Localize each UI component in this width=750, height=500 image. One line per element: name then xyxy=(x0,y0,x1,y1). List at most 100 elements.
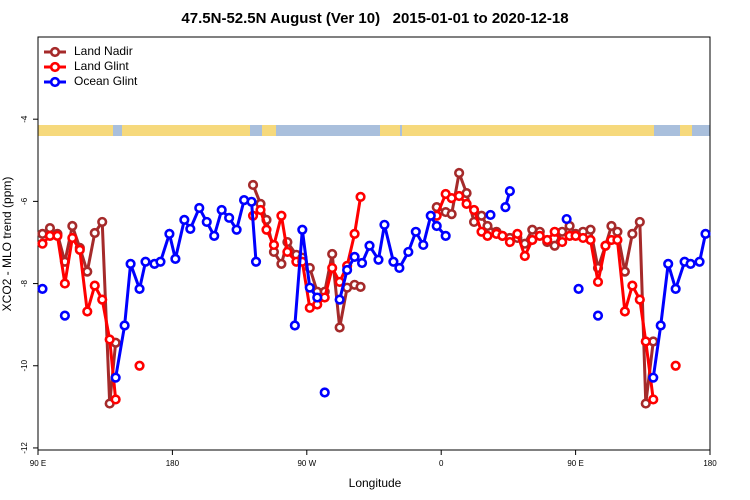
data-point xyxy=(110,372,121,383)
data-point xyxy=(425,210,436,221)
data-point xyxy=(364,240,375,251)
data-point xyxy=(231,224,242,235)
data-point xyxy=(573,283,584,295)
data-point xyxy=(648,394,659,405)
data-point xyxy=(104,334,115,345)
data-point xyxy=(627,280,638,291)
data-point xyxy=(482,220,493,232)
data-point xyxy=(44,222,56,234)
data-point xyxy=(140,256,151,267)
data-point xyxy=(289,320,300,331)
data-point xyxy=(504,236,515,248)
data-point xyxy=(482,230,493,241)
data-point xyxy=(179,214,190,225)
data-point xyxy=(319,387,330,398)
data-point xyxy=(67,232,78,244)
data-point xyxy=(619,306,630,317)
data-point xyxy=(373,254,384,265)
data-point xyxy=(97,216,108,228)
data-point xyxy=(82,306,93,317)
data-point xyxy=(612,226,623,237)
data-point xyxy=(694,256,705,267)
data-point xyxy=(59,310,70,321)
legend-label: Land Glint xyxy=(74,59,129,73)
data-point xyxy=(209,230,220,241)
x-tick-label: 90 E xyxy=(30,459,46,468)
data-point xyxy=(606,220,617,232)
data-point xyxy=(500,202,511,213)
data-point xyxy=(349,228,360,239)
data-point xyxy=(454,167,465,179)
data-point xyxy=(504,186,515,197)
data-point xyxy=(356,257,368,269)
data-point xyxy=(542,234,553,246)
data-point xyxy=(268,239,280,251)
data-point xyxy=(410,226,421,237)
data-point xyxy=(342,264,353,276)
data-point xyxy=(446,209,457,220)
legend-marker xyxy=(49,46,61,58)
data-point xyxy=(282,246,293,258)
data-point xyxy=(394,262,405,274)
legend-marker xyxy=(49,61,61,73)
data-point xyxy=(585,234,596,246)
legend-marker xyxy=(49,76,61,88)
data-point xyxy=(52,230,63,241)
data-point xyxy=(670,283,681,295)
data-point xyxy=(512,228,523,239)
data-point xyxy=(89,280,100,291)
data-point xyxy=(247,179,259,191)
data-point xyxy=(600,240,611,251)
data-point xyxy=(261,224,272,235)
data-point xyxy=(224,212,235,223)
x-tick-label: 90 W xyxy=(297,459,316,468)
data-point xyxy=(519,250,530,262)
data-point xyxy=(476,210,487,221)
data-point xyxy=(304,282,315,293)
data-point xyxy=(246,196,257,207)
data-point xyxy=(388,256,399,267)
data-point xyxy=(250,256,262,267)
data-point xyxy=(349,251,360,262)
data-point xyxy=(37,283,48,295)
data-point xyxy=(634,216,645,228)
data-point xyxy=(592,310,604,321)
data-point xyxy=(216,204,227,216)
data-point xyxy=(276,210,287,221)
data-point xyxy=(670,360,681,371)
data-point xyxy=(655,320,666,331)
data-point xyxy=(431,220,442,232)
data-point xyxy=(74,244,85,255)
data-point xyxy=(334,322,345,333)
legend-label: Land Nadir xyxy=(74,44,133,58)
data-point xyxy=(534,230,545,241)
data-point xyxy=(201,216,212,228)
data-point xyxy=(497,230,508,241)
y-axis-label: XCO2 - MLO trend (ppm) xyxy=(0,177,14,312)
data-point xyxy=(82,266,93,277)
data-point xyxy=(592,276,604,288)
data-point xyxy=(37,238,48,249)
data-point xyxy=(418,239,429,251)
data-point xyxy=(468,204,480,216)
data-point xyxy=(685,258,696,269)
legend-label: Ocean Glint xyxy=(74,74,138,88)
data-point xyxy=(276,258,287,269)
x-tick-label: 180 xyxy=(166,459,180,468)
data-point xyxy=(640,336,651,347)
chart-title: 47.5N-52.5N August (Ver 10) 2015-01-01 t… xyxy=(181,10,568,27)
data-point xyxy=(663,258,674,269)
data-point xyxy=(97,294,108,305)
data-point xyxy=(440,230,451,241)
y-tick-label: -12 xyxy=(20,442,29,454)
data-point xyxy=(255,204,266,216)
data-point xyxy=(485,209,496,221)
data-point xyxy=(640,398,651,409)
data-point xyxy=(125,258,136,269)
data-point xyxy=(519,238,530,249)
data-point xyxy=(627,228,638,239)
data-point xyxy=(164,228,175,239)
data-point xyxy=(170,253,181,265)
data-point xyxy=(134,283,145,295)
